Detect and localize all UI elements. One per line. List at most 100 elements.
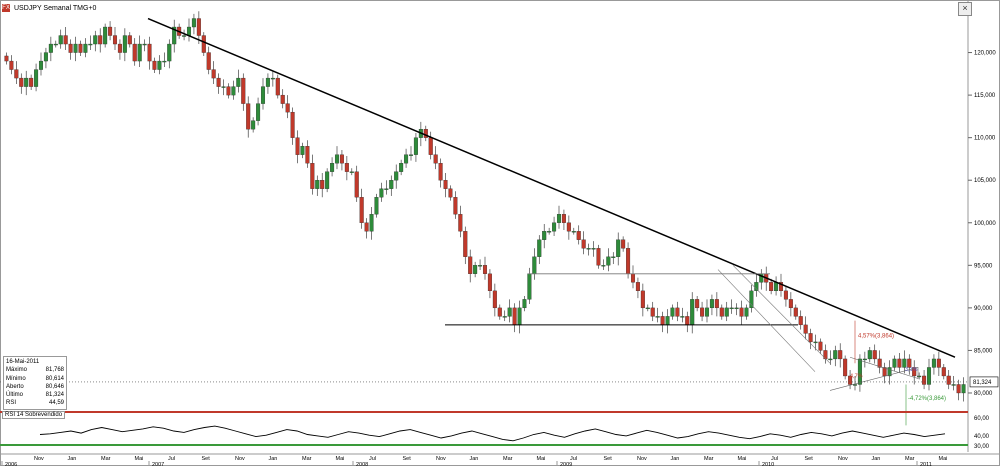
candle-body [887,367,892,377]
candle-body [4,55,9,62]
candle-body [478,265,483,267]
candle-body [769,282,774,292]
candle-body [246,103,251,130]
candle-body [14,69,19,79]
candle-body [428,137,433,155]
candle-body [665,316,670,326]
rsi-level-label: 60,00 [974,416,990,422]
ohlc-info-box: 16-Mai-2011 Máximo 81,768 Mínimo 80,614 Ab… [3,356,67,410]
candle-body [492,290,497,309]
candle-body [112,35,118,45]
candle-body [68,43,73,53]
candle-body [256,103,261,121]
candle-body [690,299,695,326]
candle-body [719,307,724,317]
price-tick-label: 95,000 [974,263,993,269]
time-tick-label: Nov [436,456,446,462]
time-tick-label: Jul [168,456,175,462]
candle-body [941,367,946,377]
candle-body [660,316,665,326]
year-label: 2008 [356,462,368,466]
candle-body [241,77,246,104]
candle-body [468,256,473,274]
candle-body [399,163,404,172]
candle-body [902,358,907,368]
candle-body [700,307,705,317]
year-label: 2006 [5,462,17,466]
year-label: 2011 [920,462,932,466]
candle-body [581,239,586,249]
candle-body [191,18,196,28]
info-row: Último 81,324 [6,392,64,399]
candle-body [172,26,177,45]
candle-body [295,137,300,155]
close-icon[interactable]: × [958,2,972,16]
candle-body [48,43,53,53]
time-tick-label: Mar [503,456,513,462]
candle-body [685,316,690,326]
candle-body [325,171,330,189]
candle-body [290,111,295,138]
candle-body [334,154,340,164]
time-tick-label: Mai [738,456,747,462]
candle-body [305,146,310,164]
candle-body [892,358,897,368]
candle-body [9,60,14,70]
candle-body [734,307,739,310]
candle-body [315,180,320,189]
chart-title-bar: FX USDJPY Semanal TMG+0 [2,2,96,14]
candle-body [798,316,803,326]
candle-body [260,86,266,104]
candle-body [912,367,917,377]
candle-body [635,282,640,292]
candle-body [127,35,132,45]
candle-body [704,307,710,317]
current-price-label: 81,324 [973,380,992,386]
candle-body [122,35,127,53]
price-tick-label: 110,000 [974,136,996,142]
candle-body [482,265,488,274]
candle-body [473,265,478,274]
candle-body [211,69,216,79]
candle-body [167,43,172,62]
candle-body [63,35,68,45]
candle-body [951,384,956,386]
time-tick-label: Jul [771,456,778,462]
candle-body [640,290,645,309]
candle-body [552,222,557,232]
candle-body [502,316,507,318]
candle-body [591,248,596,250]
mid-annotation: 4,7% [850,374,863,380]
candle-body [744,307,749,317]
candle-body [226,86,231,96]
candle-body [675,307,680,317]
candle-body [29,77,34,87]
time-tick-label: Jan [872,456,881,462]
info-row: Mínimo 80,614 [6,375,64,382]
candle-body [310,163,315,189]
candle-body [606,256,611,266]
candle-body [655,316,660,318]
candle-body [867,350,872,360]
candle-body [961,384,966,394]
candle-body [108,26,113,36]
candle-body [507,307,512,317]
candle-body [670,307,675,317]
candle-body [186,26,192,36]
candle-body [53,43,58,46]
candle-body [354,171,359,198]
time-tick-label: Mar [101,456,111,462]
candle-body [364,222,369,232]
candle-body [349,171,354,173]
price-tick-label: 80,000 [974,391,993,397]
candle-body [443,180,448,189]
candle-body [532,256,537,274]
candle-body [34,69,39,87]
year-label: 2009 [560,462,572,466]
candle-body [117,43,122,53]
current-price-box [969,376,999,388]
candle-body [24,77,29,87]
candle-body [621,239,626,249]
candle-body [404,154,409,164]
candle-body [142,43,147,46]
